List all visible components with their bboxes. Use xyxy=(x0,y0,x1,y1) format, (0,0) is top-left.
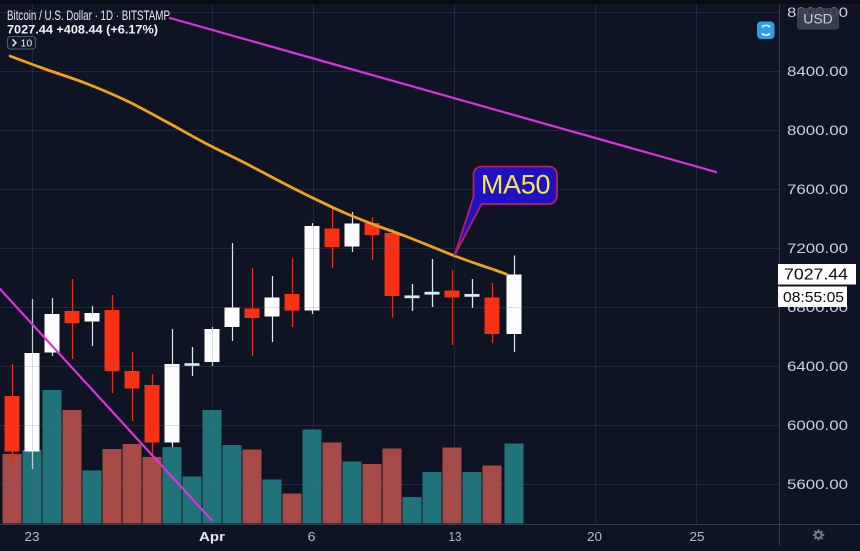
svg-text:7027.44 +408.44 (+6.17%): 7027.44 +408.44 (+6.17%) xyxy=(7,25,158,37)
svg-text:10: 10 xyxy=(21,38,33,50)
svg-text:6400.00: 6400.00 xyxy=(787,358,848,374)
svg-text:7600.00: 7600.00 xyxy=(787,181,848,197)
svg-text:08:55:05: 08:55:05 xyxy=(783,289,844,306)
svg-text:USD: USD xyxy=(803,11,833,27)
svg-text:6000.00: 6000.00 xyxy=(787,417,848,433)
svg-text:7027.44: 7027.44 xyxy=(784,267,848,284)
svg-text:5600.00: 5600.00 xyxy=(787,476,848,492)
svg-text:20: 20 xyxy=(587,529,602,544)
svg-text:25: 25 xyxy=(690,529,705,544)
svg-text:6: 6 xyxy=(308,529,316,544)
svg-text:8400.00: 8400.00 xyxy=(787,63,848,79)
svg-text:8000.00: 8000.00 xyxy=(787,122,848,138)
svg-text:7200.00: 7200.00 xyxy=(787,240,848,256)
svg-text:Apr: Apr xyxy=(199,529,225,544)
svg-text:Bitcoin / U.S. Dollar · 1D · B: Bitcoin / U.S. Dollar · 1D · BITSTAMP xyxy=(7,8,170,23)
svg-text:13: 13 xyxy=(449,529,462,544)
svg-text:MA50: MA50 xyxy=(481,170,550,200)
svg-text:23: 23 xyxy=(25,529,40,544)
